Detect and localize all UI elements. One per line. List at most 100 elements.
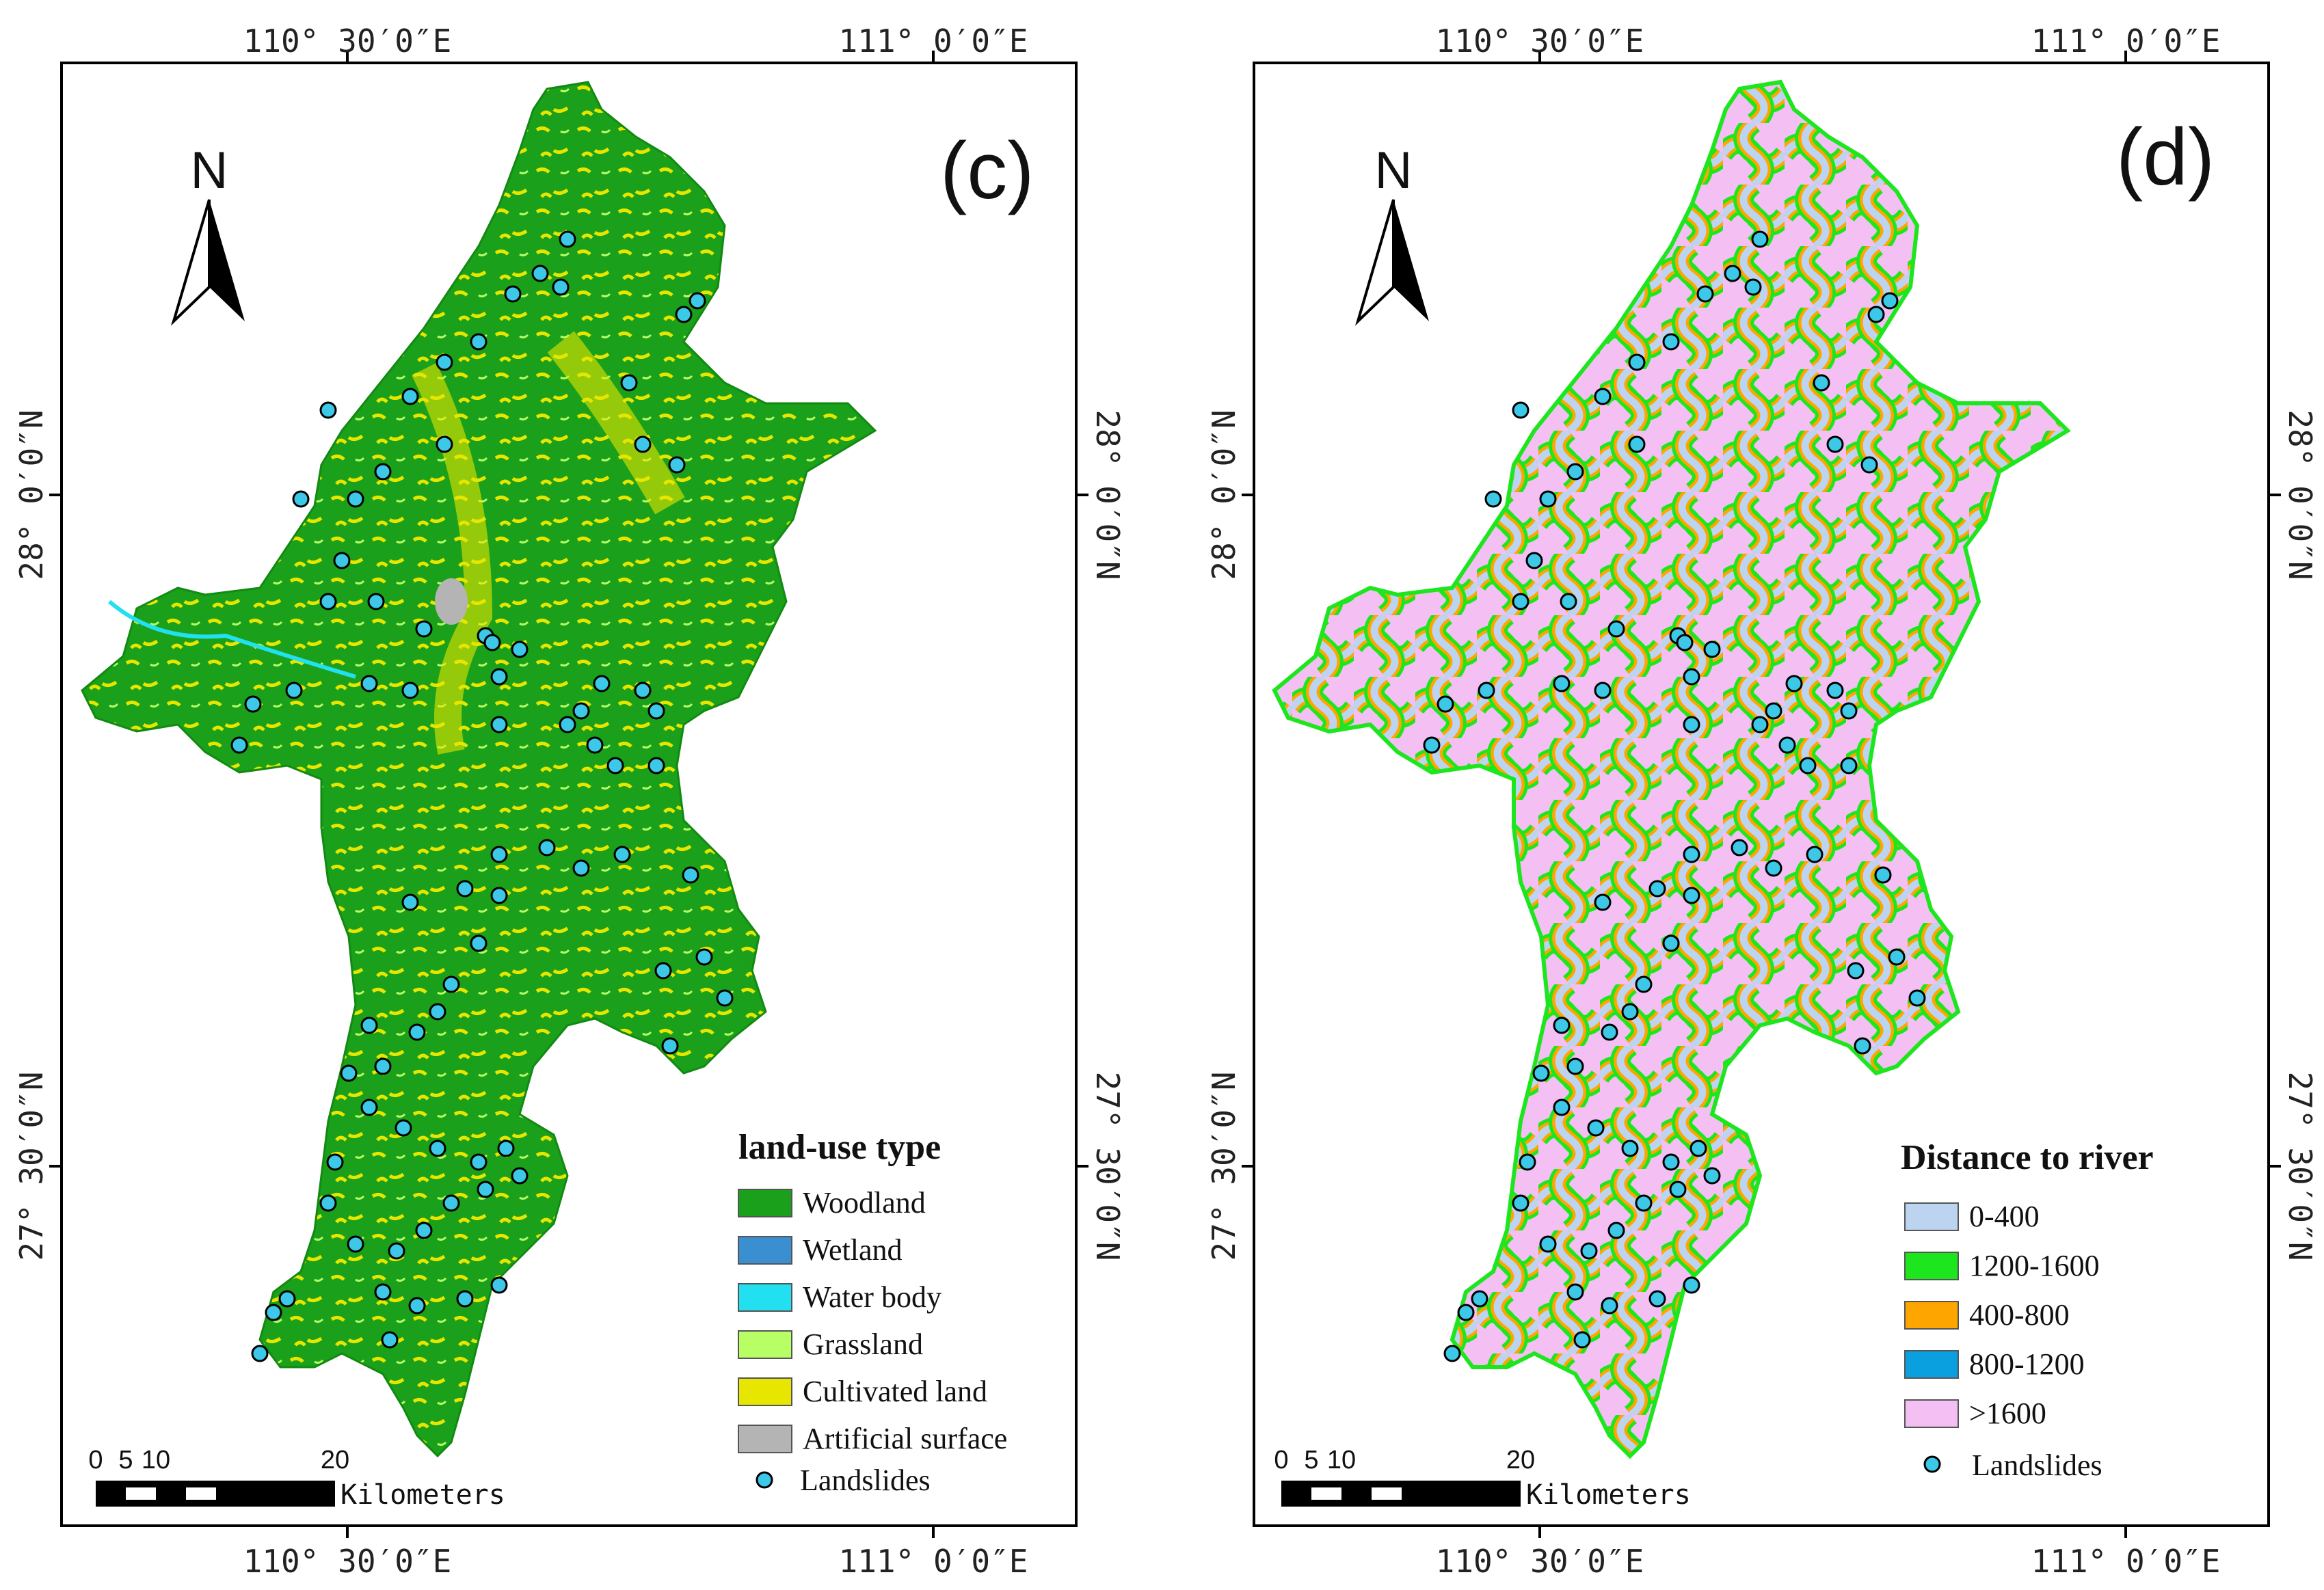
landslide-point — [613, 846, 631, 863]
landslide-point — [647, 702, 665, 720]
landslide-point — [620, 374, 638, 392]
landslide-point — [1847, 962, 1865, 980]
landslide-point — [1689, 1140, 1707, 1157]
landslide-point — [1778, 736, 1796, 754]
landslide-point — [695, 948, 713, 966]
landslide-point — [661, 1037, 679, 1055]
landslide-point — [1525, 552, 1543, 569]
coord-right-lower: 27° 30′0″N — [1089, 1072, 1126, 1261]
landslide-point — [1566, 1057, 1584, 1075]
landslide-point — [1580, 1242, 1598, 1260]
landslide-point — [477, 1181, 494, 1198]
landslide-point — [388, 1242, 405, 1260]
landslide-point — [1512, 593, 1530, 610]
landslide-point — [1785, 675, 1803, 692]
landslide-point — [1662, 934, 1680, 952]
coord-left-upper: 28° 0′0″N — [1205, 409, 1242, 580]
north-arrow-c: N — [170, 142, 245, 326]
legend-swatch — [1904, 1399, 1959, 1428]
legend-d: Distance to river 0-400 1200-1600 400-800 8… — [1901, 1138, 2154, 1482]
landslide-point — [1628, 353, 1646, 371]
landslide-point — [1751, 230, 1769, 248]
landslide-point — [1601, 1023, 1618, 1041]
landslide-point — [1703, 1167, 1721, 1185]
landslide-point — [408, 1297, 426, 1315]
panel-label-d: (d) — [2116, 112, 2215, 202]
landslide-point — [1840, 702, 1858, 720]
svg-text:10: 10 — [1327, 1446, 1356, 1474]
landslide-point — [381, 1331, 399, 1349]
legend-label: 400-800 — [1969, 1298, 2070, 1332]
landslide-point — [1553, 1016, 1571, 1034]
landslide-point — [395, 1119, 412, 1137]
coord-bottom-right: 111° 0′0″E — [839, 1543, 1028, 1580]
landslide-point — [367, 593, 385, 610]
landslide-point — [1648, 1290, 1666, 1308]
legend-swatch — [738, 1283, 792, 1312]
landslide-point — [244, 695, 262, 713]
landslide-point — [1566, 463, 1584, 481]
coord-bottom-left: 110° 30′0″E — [243, 1543, 452, 1580]
landslide-point — [559, 716, 576, 733]
landslide-point — [1539, 490, 1557, 508]
landslide-point — [1648, 880, 1666, 898]
landslide-point — [634, 435, 652, 453]
landslide-point — [483, 634, 501, 651]
legend-swatch — [1904, 1301, 1959, 1330]
legend-label: Water body — [803, 1280, 941, 1314]
landslide-point — [415, 620, 433, 638]
landslide-point — [668, 456, 686, 474]
landslide-point — [1854, 1037, 1871, 1055]
landslide-point — [401, 388, 419, 405]
landslide-point — [326, 1153, 344, 1171]
legend-swatch — [1904, 1252, 1959, 1280]
landslide-point — [1683, 846, 1700, 863]
landslide-point — [1826, 682, 1844, 699]
legend-label: Woodland — [803, 1186, 926, 1220]
landslide-point — [265, 1304, 282, 1321]
landslide-point — [572, 702, 590, 720]
landslide-point — [333, 552, 351, 569]
landslide-point — [1881, 292, 1899, 310]
landslide-point — [1601, 1297, 1618, 1315]
landslide-point — [442, 1194, 460, 1212]
landslide-point — [606, 757, 624, 774]
landslide-point — [340, 1064, 358, 1082]
landslide-point — [1662, 1153, 1680, 1171]
coord-top-right: 111° 0′0″E — [2031, 23, 2221, 59]
landslide-point — [634, 682, 652, 699]
svg-text:Kilometers: Kilometers — [1526, 1479, 1691, 1511]
landslide-point — [1594, 682, 1612, 699]
landslide-point — [1478, 682, 1495, 699]
landslide-point — [490, 668, 508, 686]
landslide-point — [374, 1057, 392, 1075]
svg-text:5: 5 — [1304, 1446, 1318, 1474]
legend-label: 0-400 — [1969, 1200, 2040, 1233]
landslide-point — [490, 887, 508, 904]
legend-label: Artificial surface — [803, 1422, 1007, 1455]
landslide-point — [1908, 989, 1926, 1007]
north-arrow-d: N — [1354, 142, 1429, 326]
svg-text:0: 0 — [88, 1446, 103, 1474]
landslide-point — [572, 859, 590, 877]
panel-label-c: (c) — [940, 126, 1034, 216]
landslide-point — [490, 1276, 508, 1294]
landslide-point — [1553, 1099, 1571, 1116]
landslide-point — [1457, 1304, 1475, 1321]
landslide-point — [1512, 1194, 1530, 1212]
landslide-point — [1813, 374, 1830, 392]
legend-label: 1200-1600 — [1969, 1249, 2100, 1282]
landslide-point — [647, 757, 665, 774]
coord-left-lower: 27° 30′0″N — [13, 1072, 50, 1261]
landslide-point — [490, 846, 508, 863]
landslide-point — [1744, 278, 1762, 296]
landslide-point — [374, 1283, 392, 1301]
landslide-point — [1696, 285, 1714, 303]
landslide-point — [1573, 1331, 1591, 1349]
coord-right-upper: 28° 0′0″N — [2282, 409, 2319, 580]
landslide-point — [511, 641, 529, 658]
coord-top-right: 111° 0′0″E — [839, 23, 1028, 59]
landslide-point — [456, 1290, 474, 1308]
coord-bottom-left: 110° 30′0″E — [1436, 1543, 1644, 1580]
